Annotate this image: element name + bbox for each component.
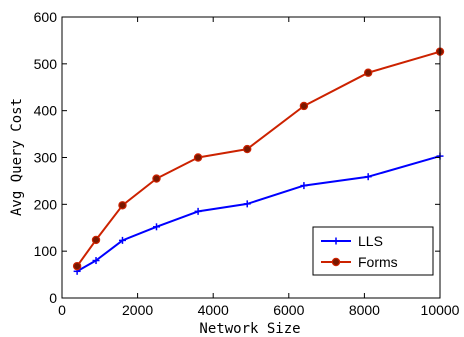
y-tick-label: 300 [34, 150, 58, 166]
data-point-lls [364, 173, 372, 181]
data-point-lls [194, 207, 202, 215]
legend-entry-lls: LLS [321, 233, 383, 249]
data-point-forms [243, 144, 252, 154]
data-point-lls [118, 236, 126, 244]
data-point-forms [299, 101, 309, 111]
legend: LLS Forms [312, 226, 434, 276]
series-layer [72, 47, 445, 275]
legend-marker [331, 257, 341, 267]
legend-box [312, 226, 434, 276]
data-point-lls [300, 182, 308, 190]
data-point-forms [193, 153, 203, 162]
x-tick-label: 6000 [273, 302, 304, 318]
legend-label-lls: LLS [358, 233, 383, 249]
y-tick-label: 100 [34, 243, 58, 259]
x-tick-label: 4000 [198, 302, 229, 318]
y-tick-label: 500 [34, 56, 58, 72]
x-tick-label: 2000 [122, 302, 153, 318]
data-point-forms [118, 201, 127, 210]
y-tick-label: 200 [34, 196, 58, 212]
data-point-forms [363, 68, 373, 77]
data-point-lls [153, 223, 160, 231]
data-point-forms [91, 235, 101, 245]
data-point-forms [72, 261, 82, 271]
x-tick-label: 8000 [349, 302, 380, 318]
data-point-forms [152, 174, 161, 183]
x-tick-label: 10000 [421, 302, 460, 318]
x-tick-label: 0 [58, 302, 66, 318]
y-tick-label: 600 [34, 9, 58, 25]
x-axis-label: Network Size [199, 321, 300, 337]
legend-entry-forms: Forms [321, 254, 398, 270]
data-point-lls [92, 257, 100, 265]
y-tick-label: 0 [49, 290, 57, 306]
y-tick-label: 400 [34, 103, 58, 119]
axes-layer: 0 2000 4000 6000 8000 10000 0 100 200 300 400 500 60… [34, 9, 460, 318]
y-axis-label: Avg Query Cost [9, 98, 25, 216]
legend-label-forms: Forms [358, 254, 398, 270]
data-point-lls [243, 200, 251, 208]
